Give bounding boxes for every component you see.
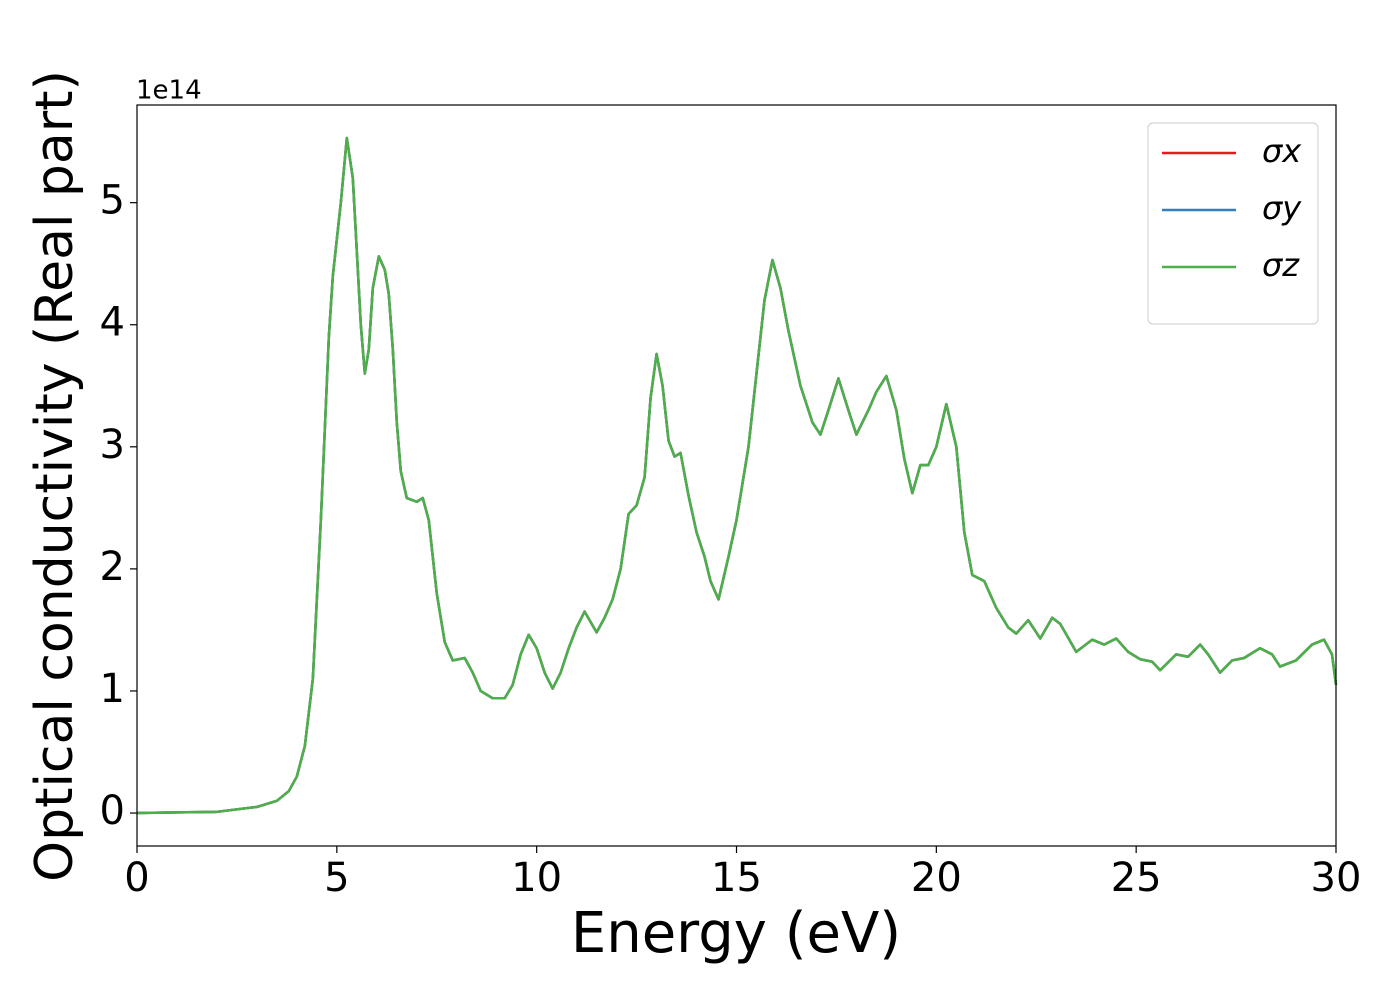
x-tick-label: 10 bbox=[511, 855, 562, 901]
legend-label: σz bbox=[1262, 246, 1300, 284]
y-tick-label: 0 bbox=[100, 788, 125, 834]
y-tick-label: 1 bbox=[100, 666, 125, 712]
x-axis-label: Energy (eV) bbox=[571, 901, 901, 966]
y-axis-label: Optical conductivity (Real part) bbox=[25, 70, 85, 882]
x-tick-label: 20 bbox=[911, 855, 962, 901]
y-tick-label: 5 bbox=[100, 178, 125, 224]
x-tick-label: 30 bbox=[1311, 855, 1362, 901]
plot-frame bbox=[136, 104, 1337, 847]
legend-label: σx bbox=[1262, 132, 1302, 170]
series-line bbox=[136, 136, 1338, 815]
legend-box bbox=[1147, 122, 1319, 325]
legend-label: σy bbox=[1262, 189, 1302, 227]
y-tick-label: 2 bbox=[100, 544, 125, 590]
y-offset-label: 1e14 bbox=[136, 76, 202, 106]
y-tick-label: 3 bbox=[100, 422, 125, 468]
y-tick-label: 4 bbox=[100, 300, 125, 346]
x-tick-label: 15 bbox=[711, 855, 762, 901]
x-tick-label: 0 bbox=[124, 855, 149, 901]
x-tick-label: 25 bbox=[1111, 855, 1162, 901]
x-tick-label: 5 bbox=[324, 855, 349, 901]
